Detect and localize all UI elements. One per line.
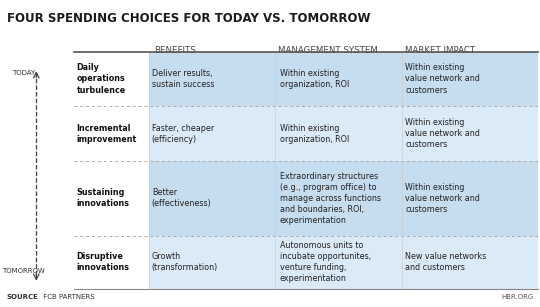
Text: Better
(effectiveness): Better (effectiveness) [152, 188, 212, 208]
Bar [402, 52, 537, 106]
Bar [402, 106, 537, 161]
Text: TODAY: TODAY [12, 70, 36, 76]
Text: Incremental
improvement: Incremental improvement [77, 124, 137, 144]
Text: BENEFITS: BENEFITS [154, 45, 196, 55]
Bar [149, 236, 275, 289]
Text: FOUR SPENDING CHOICES FOR TODAY VS. TOMORROW: FOUR SPENDING CHOICES FOR TODAY VS. TOMO… [7, 12, 370, 25]
Text: Daily
operations
turbulence: Daily operations turbulence [77, 63, 126, 95]
Text: SOURCE: SOURCE [7, 294, 39, 300]
Bar [275, 161, 402, 236]
Text: Within existing
value network and
customers: Within existing value network and custom… [406, 118, 480, 149]
Bar [149, 106, 275, 161]
Text: TOMORROW: TOMORROW [3, 268, 45, 274]
Text: Within existing
organization, ROI: Within existing organization, ROI [280, 69, 349, 89]
Bar [149, 161, 275, 236]
Bar [402, 161, 537, 236]
Text: HBR.ORG: HBR.ORG [501, 294, 533, 300]
Bar [149, 52, 275, 106]
Text: Within existing
organization, ROI: Within existing organization, ROI [280, 124, 349, 144]
Bar [275, 106, 402, 161]
Text: New value networks
and customers: New value networks and customers [406, 252, 487, 272]
Text: Sustaining
innovations: Sustaining innovations [77, 188, 130, 208]
Text: Within existing
value network and
customers: Within existing value network and custom… [406, 183, 480, 214]
Text: Autonomous units to
incubate opportunites,
venture funding,
experimentation: Autonomous units to incubate opportunite… [280, 241, 371, 283]
Bar [275, 52, 402, 106]
Text: Disruptive
innovations: Disruptive innovations [77, 252, 130, 272]
Text: Faster, cheaper
(efficiency): Faster, cheaper (efficiency) [152, 124, 214, 144]
Bar [275, 236, 402, 289]
Text: MANAGEMENT SYSTEM: MANAGEMENT SYSTEM [278, 45, 378, 55]
Text: Growth
(transformation): Growth (transformation) [152, 252, 218, 272]
Text: Deliver results,
sustain success: Deliver results, sustain success [152, 69, 214, 89]
Text: MARKET IMPACT: MARKET IMPACT [406, 45, 476, 55]
Text: Within existing
value network and
customers: Within existing value network and custom… [406, 63, 480, 95]
Text: FCB PARTNERS: FCB PARTNERS [40, 294, 94, 300]
Text: Extraordinary structures
(e.g., program office) to
manage across functions
and b: Extraordinary structures (e.g., program … [280, 172, 381, 225]
Bar [402, 236, 537, 289]
